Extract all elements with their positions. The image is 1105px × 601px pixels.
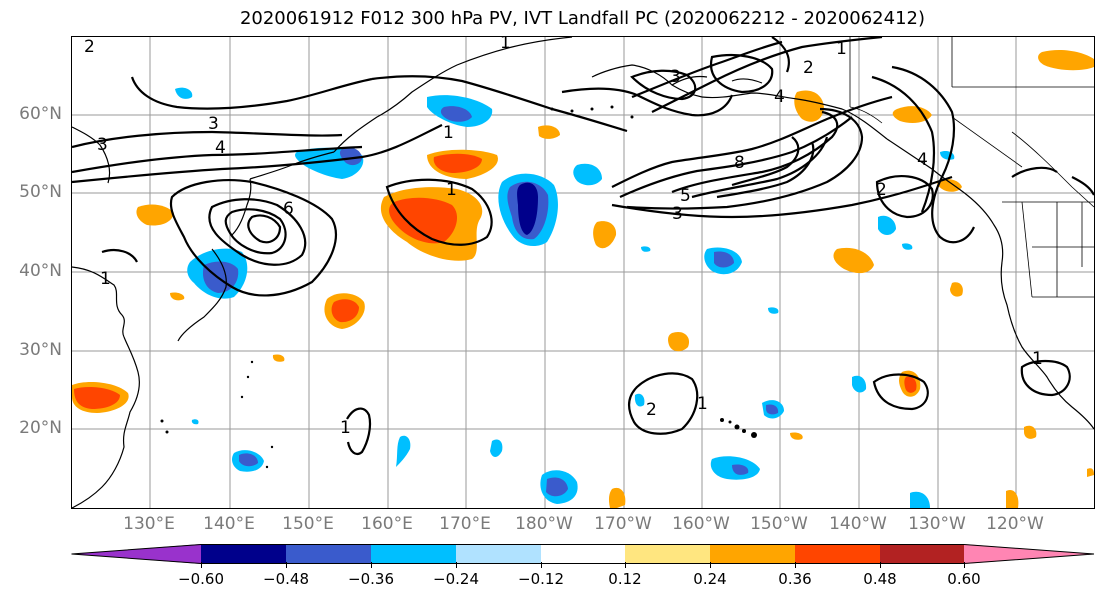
contour-label-2-d: 2 — [646, 400, 657, 420]
colorbar-seg-over — [964, 544, 1094, 564]
lon-label-130w: 130°W — [908, 514, 966, 534]
colorbar-seg-7 — [710, 544, 795, 564]
pv-shading — [72, 49, 1094, 508]
lat-label-60n: 60°N — [19, 104, 62, 124]
colorbar-label-036: 0.36 — [778, 570, 812, 588]
contour-label-1-c: 1 — [446, 180, 457, 200]
lon-label-170w: 170°W — [594, 514, 652, 534]
contour-label-1-h: 1 — [100, 269, 111, 289]
contour-label-4-a: 4 — [215, 138, 226, 158]
colorbar-seg-4 — [456, 544, 541, 564]
contour-label-2-b: 2 — [803, 58, 814, 78]
contour-label-1-e: 1 — [697, 394, 708, 414]
lon-label-170e: 170°E — [439, 514, 491, 534]
lon-label-180w: 180°W — [515, 514, 573, 534]
colorbar-label-048: 0.48 — [863, 570, 897, 588]
colorbar-label-neg060: −0.60 — [178, 570, 224, 588]
colorbar-seg-2 — [286, 544, 371, 564]
colorbar-seg-6 — [625, 544, 710, 564]
lat-label-50n: 50°N — [19, 182, 62, 202]
contour-label-3-b: 3 — [97, 135, 108, 155]
map-title: 2020061912 F012 300 hPa PV, IVT Landfall… — [239, 8, 926, 29]
colorbar-seg-5 — [541, 544, 625, 564]
colorbar-seg-under — [71, 544, 201, 564]
contour-label-6-a: 6 — [283, 199, 294, 219]
lat-label-20n: 20°N — [19, 418, 62, 438]
contour-label-2-a: 2 — [84, 37, 95, 57]
lon-label-150w: 150°W — [750, 514, 808, 534]
contour-label-2-c: 2 — [876, 180, 887, 200]
colorbar-seg-8 — [795, 544, 880, 564]
state-borders — [849, 37, 1094, 298]
colorbar-label-neg024: −0.24 — [433, 570, 479, 588]
contour-label-8-a: 8 — [734, 153, 745, 173]
map-canvas: 1 2 3 3 4 6 1 1 3 2 1 4 8 5 3 2 4 1 2 1 … — [72, 37, 1094, 508]
colorbar-label-024: 0.24 — [693, 570, 727, 588]
lon-label-140w: 140°W — [829, 514, 887, 534]
contour-label-1-a: 1 — [500, 37, 511, 53]
ivt-contours — [72, 37, 1094, 456]
colorbar-label-neg012: −0.12 — [518, 570, 564, 588]
colorbar-label-neg036: −0.36 — [348, 570, 394, 588]
lat-label-40n: 40°N — [19, 261, 62, 281]
contour-label-4-c: 4 — [917, 150, 928, 170]
contour-label-group: 1 2 3 3 4 6 1 1 3 2 1 4 8 5 3 2 4 1 2 1 … — [84, 37, 1043, 438]
contour-label-3-a: 3 — [208, 114, 219, 134]
contour-label-1-d: 1 — [836, 39, 847, 59]
contour-label-1-b: 1 — [443, 123, 454, 143]
lon-label-160w: 160°W — [672, 514, 730, 534]
colorbar-label-neg048: −0.48 — [263, 570, 309, 588]
lon-label-160e: 160°E — [361, 514, 413, 534]
lon-label-130e: 130°E — [123, 514, 175, 534]
lon-label-150e: 150°E — [282, 514, 334, 534]
colorbar-seg-9 — [880, 544, 964, 564]
contour-label-1-g: 1 — [1032, 349, 1043, 369]
colorbar-svg — [71, 544, 1095, 564]
colorbar-seg-3 — [371, 544, 456, 564]
contour-label-5-a: 5 — [680, 186, 691, 206]
map-panel: 1 2 3 3 4 6 1 1 3 2 1 4 8 5 3 2 4 1 2 1 … — [71, 36, 1095, 509]
contour-label-1-f: 1 — [340, 418, 351, 438]
colorbar — [71, 544, 1095, 564]
lon-label-140e: 140°E — [203, 514, 255, 534]
colorbar-seg-1 — [201, 544, 286, 564]
colorbar-label-060: 0.60 — [947, 570, 981, 588]
contour-label-3-c: 3 — [670, 67, 681, 87]
contour-label-3-d: 3 — [672, 204, 683, 224]
lon-label-120w: 120°W — [986, 514, 1044, 534]
lat-label-30n: 30°N — [19, 340, 62, 360]
contour-label-4-b: 4 — [774, 87, 785, 107]
colorbar-label-012: 0.12 — [608, 570, 642, 588]
